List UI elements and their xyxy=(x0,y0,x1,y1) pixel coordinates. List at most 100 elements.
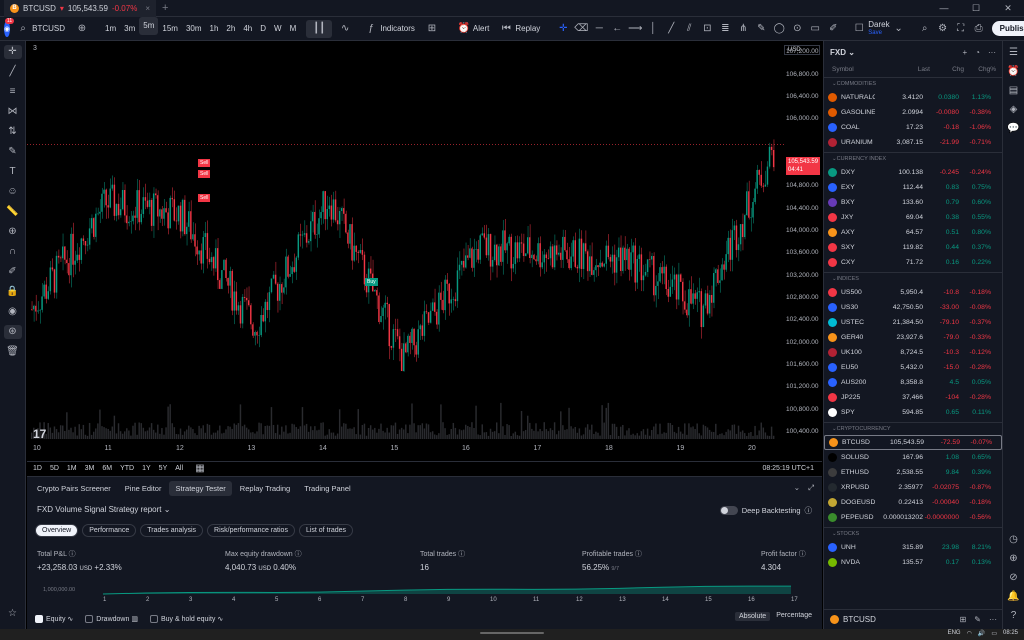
taskbar-clock[interactable]: 08:25 xyxy=(1002,630,1018,636)
watchlist-row[interactable]: COAL 17.23 -0.18 -1.06% xyxy=(824,120,1002,135)
range-1m[interactable]: 1M xyxy=(66,465,77,472)
interval-1m[interactable]: 1m xyxy=(105,24,117,33)
candlestick-chart[interactable] xyxy=(27,41,784,443)
sell-signal-tag[interactable]: Sell xyxy=(198,170,211,178)
watchlist-row[interactable]: AXY 64.57 0.51 0.80% xyxy=(824,225,1002,240)
pen-icon[interactable]: ✐ xyxy=(829,23,838,34)
range-5d[interactable]: 5D xyxy=(49,465,59,472)
horizontal-line-icon[interactable]: ─ xyxy=(595,23,603,34)
legend-equity[interactable]: Equity ∿ xyxy=(35,615,73,623)
ruler-icon[interactable]: 📏 xyxy=(6,206,19,217)
checkbox-icon[interactable] xyxy=(149,615,158,623)
data-window-icon[interactable]: ▤ xyxy=(1008,85,1019,96)
eraser-icon[interactable]: ⌫ xyxy=(574,23,589,34)
brush-icon[interactable]: ✎ xyxy=(757,23,766,34)
interval-2h[interactable]: 2h xyxy=(226,24,236,33)
watchlist-row[interactable]: XRPUSD 2.35977 -0.02075 -0.87% xyxy=(824,480,1002,495)
browser-tab[interactable]: B BTCUSD ▾ 105,543.59 -0.07% × xyxy=(4,0,156,17)
watchlist-row[interactable]: BXY 133.60 0.79 0.60% xyxy=(824,195,1002,210)
watchlist-row[interactable]: EU50 5,432.0 -15.0 -0.28% xyxy=(824,360,1002,375)
watchlist-row[interactable]: BTCUSD 105,543.59 -72.59 -0.07% xyxy=(824,435,1002,450)
pattern-icon[interactable]: ⋈ xyxy=(7,106,18,117)
watchlist-row[interactable]: AUS200 8,358.8 4.5 0.05% xyxy=(824,375,1002,390)
measure-icon[interactable]: ▭ xyxy=(810,23,820,34)
ideas-icon[interactable]: ⊕ xyxy=(1009,553,1018,564)
watchlist-row[interactable]: DOGEUSD 0.22413 -0.00040 -0.18% xyxy=(824,495,1002,510)
watchlist-row[interactable]: UK100 8,724.5 -10.3 -0.12% xyxy=(824,345,1002,360)
subtab-risk-performance-ratios[interactable]: Risk/performance ratios xyxy=(207,524,295,537)
text-icon[interactable]: T xyxy=(9,166,16,177)
box-icon[interactable]: ⊡ xyxy=(703,23,712,34)
interval-5m[interactable]: 5m xyxy=(139,16,159,35)
watchlist-row[interactable]: JP225 37,466 -104 -0.28% xyxy=(824,390,1002,405)
chevron-down-icon[interactable]: ⌄ xyxy=(793,483,800,492)
battery-icon[interactable]: ▭ xyxy=(991,631,997,637)
camera-icon[interactable]: ⎙ xyxy=(974,23,983,34)
interval-w[interactable]: W xyxy=(274,24,282,33)
watchlist-row[interactable]: SPY 594.85 0.65 0.11% xyxy=(824,405,1002,420)
trend-line-icon[interactable]: ╱ xyxy=(9,66,16,77)
watchlist-row[interactable]: EXY 112.44 0.83 0.75% xyxy=(824,180,1002,195)
search-icon[interactable]: ⌕ xyxy=(921,23,928,34)
time-axis[interactable]: 10 11 12 13 14 15 16 17 18 19 20 xyxy=(27,443,784,457)
watchlist-row[interactable]: NVDA 135.57 0.17 0.13% xyxy=(824,555,1002,570)
watchlist-row[interactable]: GASOLINE 2.0994 -0.0080 -0.38% xyxy=(824,105,1002,120)
watchlist-row[interactable]: US30 42,750.50 -33.00 -0.08% xyxy=(824,300,1002,315)
maximize-icon[interactable]: ⤢ xyxy=(808,483,814,492)
taskbar-handle[interactable] xyxy=(480,632,544,634)
cursor-icon[interactable]: ✛ xyxy=(3,45,22,59)
pitchfork-icon[interactable]: ⋔ xyxy=(739,23,748,34)
interval-15m[interactable]: 15m xyxy=(162,24,178,33)
crosshair-icon[interactable]: ✛ xyxy=(559,23,568,34)
report-title[interactable]: FXD Volume Signal Strategy report ⌄ xyxy=(37,505,170,514)
interval-1h[interactable]: 1h xyxy=(209,24,219,33)
edit-icon[interactable]: ✎ xyxy=(974,615,981,624)
interval-4h[interactable]: 4h xyxy=(243,24,253,33)
fib-retracement-icon[interactable]: ≡ xyxy=(9,86,16,97)
watchlist-row[interactable]: GER40 23,927.6 -79.0 -0.33% xyxy=(824,330,1002,345)
fib-icon[interactable]: ≣ xyxy=(721,23,730,34)
tab-replay-trading[interactable]: Replay Trading xyxy=(239,483,291,493)
watchlist-row[interactable]: SXY 119.82 0.44 0.37% xyxy=(824,240,1002,255)
arrow-left-icon[interactable]: ← xyxy=(612,23,623,34)
watchlist-footer[interactable]: BTCUSD ⊞ ✎ ··· xyxy=(824,609,1002,629)
emoji-icon[interactable]: ☺ xyxy=(7,186,18,197)
tab-crypto-pairs-screener[interactable]: Crypto Pairs Screener xyxy=(37,483,111,493)
globe-icon[interactable]: ⊛ xyxy=(3,325,22,339)
eye-icon[interactable]: ◉ xyxy=(8,306,17,317)
watchlist-row[interactable]: ETHUSD 2,538.55 9.84 0.39% xyxy=(824,465,1002,480)
section-header[interactable]: ⌄ CRYPTOCURRENCY xyxy=(824,422,1002,435)
replay-button[interactable]: ⏮ Replay xyxy=(493,17,544,41)
section-header[interactable]: ⌄ COMMODITIES xyxy=(824,77,1002,90)
more-icon[interactable]: ··· xyxy=(988,47,996,57)
interval-m[interactable]: M xyxy=(289,24,297,33)
publish-button[interactable]: Publish xyxy=(991,21,1024,36)
absolute-button[interactable]: Absolute xyxy=(734,612,771,621)
info-icon[interactable]: ⓘ xyxy=(804,506,813,515)
chart-clock[interactable]: 08:25:19 UTC+1 xyxy=(762,465,814,472)
subtab-trades-analysis[interactable]: Trades analysis xyxy=(140,524,204,537)
new-tab-icon[interactable]: + xyxy=(161,2,169,14)
range-6m[interactable]: 6M xyxy=(102,465,113,472)
checkbox-checked-icon[interactable] xyxy=(35,615,43,623)
interval-d[interactable]: D xyxy=(260,24,266,33)
notifications-icon[interactable]: 🔔 xyxy=(1007,591,1020,602)
sell-signal-tag[interactable]: Sell xyxy=(198,194,211,202)
watchlist-row[interactable]: NATURALG 3.4120 0.0380 1.13% xyxy=(824,90,1002,105)
brush-icon[interactable]: ✎ xyxy=(8,146,17,157)
alert-button[interactable]: ⏰ Alert xyxy=(451,17,493,41)
close-tab-icon[interactable]: × xyxy=(145,3,150,13)
watchlist-row[interactable]: CXY 71.72 0.16 0.22% xyxy=(824,255,1002,270)
star-icon[interactable]: ☆ xyxy=(8,608,17,619)
section-header[interactable]: ⌄ CURRENCY INDEX xyxy=(824,152,1002,165)
section-header[interactable]: ⌄ INDICES xyxy=(824,272,1002,285)
col-chgp[interactable]: Chg% xyxy=(978,65,996,73)
settings-icon[interactable]: ⚙ xyxy=(938,23,948,34)
zoom-in-icon[interactable]: ⊕ xyxy=(8,226,17,237)
compare-button[interactable]: ⊕ xyxy=(69,17,95,41)
watchlist-row[interactable]: JXY 69.04 0.38 0.55% xyxy=(824,210,1002,225)
tab-strategy-tester[interactable]: Strategy Tester xyxy=(169,480,232,496)
channel-icon[interactable]: ⫽ xyxy=(687,23,692,34)
deep-backtesting-toggle[interactable]: Deep Backtesting ⓘ xyxy=(719,505,813,516)
watchlist-row[interactable]: US500 5,950.4 -10.8 -0.18% xyxy=(824,285,1002,300)
